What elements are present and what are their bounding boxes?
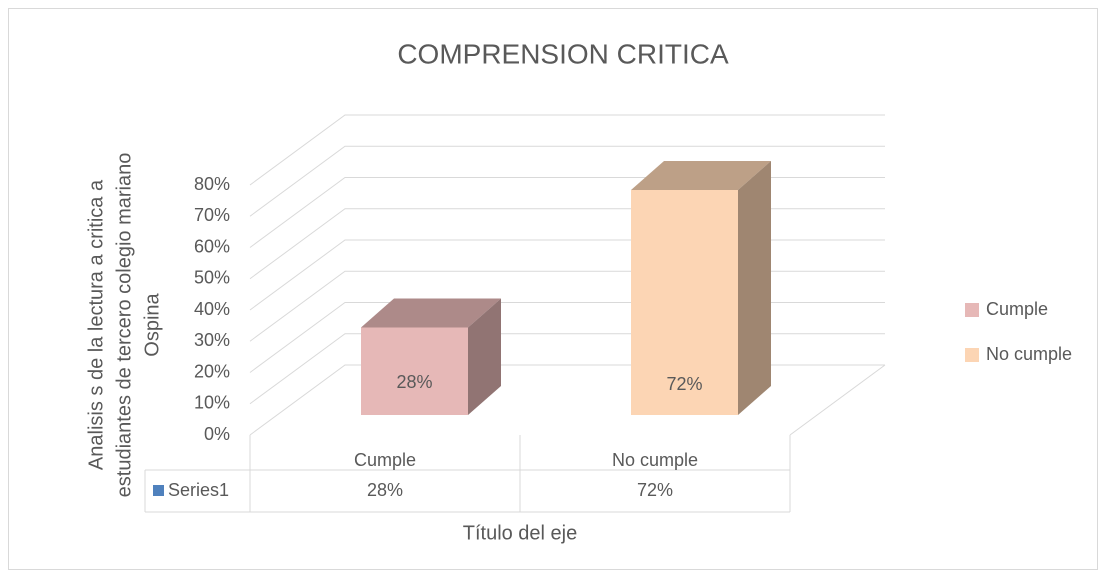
y-tick-label: 20% bbox=[194, 361, 230, 381]
y-tick-label: 60% bbox=[194, 236, 230, 256]
chart-title: COMPRENSION CRITICA bbox=[397, 38, 729, 69]
chart-border bbox=[8, 8, 1098, 570]
x-tick-label: Cumple bbox=[354, 450, 416, 470]
legend-key bbox=[153, 485, 164, 496]
y-axis-title-line: Ospina bbox=[141, 292, 163, 356]
y-tick-label: 80% bbox=[194, 174, 230, 194]
table-value: 28% bbox=[367, 480, 403, 500]
bar-side bbox=[468, 298, 501, 415]
legend-swatch bbox=[965, 303, 979, 317]
bar-top bbox=[361, 298, 501, 328]
bar-top bbox=[631, 161, 771, 190]
bar-side bbox=[738, 161, 771, 415]
legend-label: Cumple bbox=[986, 299, 1048, 319]
legend-swatch bbox=[965, 348, 979, 362]
bar bbox=[361, 327, 468, 415]
y-axis-title-line: estudiantes de tercero colegio mariano bbox=[113, 153, 135, 498]
y-tick-label: 70% bbox=[194, 205, 230, 225]
grid-line bbox=[249, 145, 885, 217]
table-value: 72% bbox=[637, 480, 673, 500]
x-axis-title: Título del eje bbox=[463, 522, 578, 544]
data-label: 72% bbox=[666, 374, 702, 394]
data-label: 28% bbox=[396, 372, 432, 392]
floor-edge bbox=[789, 364, 886, 436]
y-axis-title-line: Analisis s de la lectura a critica a bbox=[85, 179, 107, 470]
y-tick-label: 10% bbox=[194, 393, 230, 413]
bar bbox=[631, 190, 738, 415]
y-axis-title: Analisis s de la lectura a critica a est… bbox=[85, 153, 163, 498]
y-tick-label: 40% bbox=[194, 299, 230, 319]
x-tick-label: No cumple bbox=[612, 450, 698, 470]
legend-label: No cumple bbox=[986, 344, 1072, 364]
y-tick-label: 50% bbox=[194, 268, 230, 288]
table-series-name: Series1 bbox=[168, 480, 229, 500]
y-tick-label: 0% bbox=[204, 424, 230, 444]
grid-line bbox=[249, 114, 885, 186]
y-tick-label: 30% bbox=[194, 330, 230, 350]
